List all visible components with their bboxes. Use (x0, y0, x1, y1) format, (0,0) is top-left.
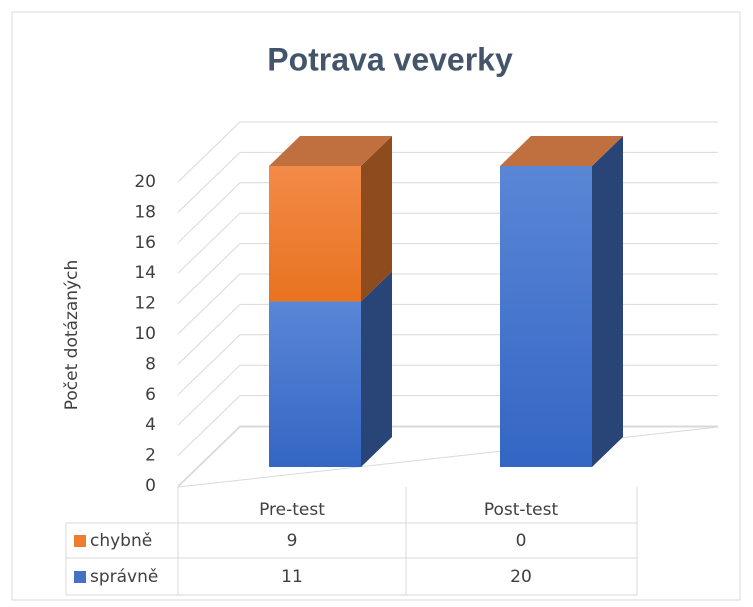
bar-side (361, 136, 392, 302)
bar-side (592, 136, 623, 467)
y-tick-label: 8 (145, 354, 156, 374)
y-tick-label: 0 (145, 476, 156, 496)
bar-side (361, 271, 392, 467)
table-header: Post-test (484, 500, 559, 520)
bar (269, 271, 392, 467)
y-axis-label: Počet dotázaných (62, 260, 82, 411)
table-value: 9 (287, 531, 298, 551)
legend-label: správně (90, 567, 158, 587)
bar-front (269, 166, 361, 302)
y-tick-label: 2 (145, 446, 156, 466)
floor (176, 426, 719, 488)
legend-swatch (74, 535, 86, 547)
chart-title: Potrava veverky (267, 41, 513, 77)
table-value: 11 (281, 567, 303, 587)
table-value: 20 (510, 567, 532, 587)
grid-line (177, 121, 718, 183)
bar (269, 136, 392, 302)
table-value: 0 (516, 531, 527, 551)
y-tick-label: 16 (134, 233, 156, 253)
y-tick-label: 20 (134, 172, 156, 192)
legend-swatch (74, 571, 86, 583)
y-tick-label: 4 (145, 415, 156, 435)
bar-front (269, 301, 361, 467)
legend-label: chybně (90, 531, 152, 551)
bar-top (500, 136, 623, 166)
bar (500, 136, 623, 467)
data-table (65, 487, 638, 596)
bar-front (500, 166, 592, 467)
y-tick-label: 6 (145, 385, 156, 405)
y-tick-label: 14 (134, 263, 156, 283)
bar-top (269, 136, 392, 166)
table-header: Pre-test (259, 500, 325, 520)
y-tick-label: 12 (134, 294, 156, 314)
y-tick-label: 10 (134, 324, 156, 344)
y-tick-label: 18 (134, 202, 156, 222)
